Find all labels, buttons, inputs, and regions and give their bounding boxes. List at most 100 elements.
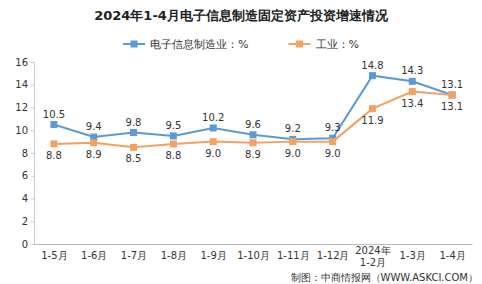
legend-item: 工业：%	[289, 38, 359, 51]
legend-marker	[296, 41, 303, 48]
legend-label: 电子信息制造业：%	[150, 38, 248, 51]
x-tick: 1-12月	[317, 250, 350, 261]
data-label: 9.0	[325, 148, 341, 159]
point	[289, 138, 296, 145]
x-tick: 1-5月	[41, 250, 67, 261]
y-tick-mark	[31, 176, 34, 177]
point	[50, 121, 57, 128]
x-axis-line	[35, 244, 473, 245]
data-label: 13.4	[401, 98, 423, 109]
data-label: 9.0	[285, 148, 301, 159]
title: 2024年1-4月电子信息制造固定资产投资增速情况	[94, 8, 389, 23]
y-tick-label: 6	[22, 170, 28, 181]
x-tick-label: 1-10月	[237, 250, 270, 261]
x-tick-label-line: 1-9月	[201, 250, 227, 261]
data-label: 9.2	[285, 123, 301, 134]
data-label: 8.9	[86, 149, 102, 160]
point	[329, 138, 336, 145]
y-tick-mark	[31, 130, 34, 131]
x-tick-label: 1-7月	[121, 250, 147, 261]
x-tick-label-line: 1-8月	[161, 250, 187, 261]
y-tick-mark	[31, 85, 34, 86]
x-tick: 1-7月	[121, 250, 147, 261]
x-tick: 1-3月	[400, 250, 426, 261]
y-tick-label: 16	[15, 57, 28, 68]
y-tick: 16	[15, 57, 34, 68]
data-label: 9.6	[245, 119, 261, 130]
y-tick-mark	[31, 153, 34, 154]
y-tick-label: 10	[15, 125, 28, 136]
data-label: 8.8	[165, 150, 181, 161]
point	[90, 139, 97, 146]
y-axis-line	[31, 63, 35, 245]
point	[409, 88, 416, 95]
point	[449, 91, 456, 98]
legend-label: 工业：%	[316, 38, 359, 51]
y-tick-label: 8	[22, 148, 28, 159]
x-tick-label-line: 1-7月	[121, 250, 147, 261]
point	[170, 132, 177, 139]
y-tick: 12	[15, 102, 34, 113]
y-tick-mark	[31, 244, 34, 245]
data-label: 10.5	[43, 109, 65, 120]
x-tick-label: 1-8月	[161, 250, 187, 261]
data-label: 9.0	[205, 148, 221, 159]
point	[210, 138, 217, 145]
x-tick-label: 1-3月	[400, 250, 426, 261]
plot-area	[50, 72, 455, 151]
x-tick-label-line: 1-2月	[360, 257, 386, 268]
y-tick-label: 0	[22, 239, 28, 250]
y-tick-label: 12	[15, 102, 28, 113]
data-label: 14.8	[361, 60, 383, 71]
y-tick: 2	[22, 216, 34, 227]
x-tick: 1-8月	[161, 250, 187, 261]
x-tick-label-line: 2024年	[355, 245, 390, 256]
data-label: 8.5	[126, 153, 142, 164]
x-tick: 1-6月	[81, 250, 107, 261]
data-label: 13.1	[441, 101, 463, 112]
annotation: 制图：中商情报网（WWW.ASKCI.COM）	[291, 272, 479, 283]
x-tick-label: 1-9月	[201, 250, 227, 261]
legend: 电子信息制造业：% 工业：%	[123, 38, 359, 51]
data-label: 8.8	[46, 150, 62, 161]
x-tick-label-line: 1-3月	[400, 250, 426, 261]
point	[130, 144, 137, 151]
point	[50, 140, 57, 147]
chart: 2024年1-4月电子信息制造固定资产投资增速情况 0 2 4 6 8 10 12 14 16 1-…	[0, 0, 482, 284]
y-tick: 6	[22, 170, 34, 181]
y-tick: 14	[15, 79, 34, 90]
data-label: 8.9	[245, 149, 261, 160]
point	[449, 91, 456, 98]
point	[210, 124, 217, 131]
legend-item: 电子信息制造业：%	[123, 38, 248, 51]
x-tick: 1-4月	[439, 250, 465, 261]
data-label: 11.9	[361, 115, 383, 126]
y-tick: 0	[22, 239, 34, 250]
y-tick-mark	[31, 221, 34, 222]
x-tick-label-line: 1-5月	[41, 250, 67, 261]
x-tick: 1-11月	[277, 250, 310, 261]
point	[369, 105, 376, 112]
series-line	[54, 76, 452, 140]
x-tick-label: 1-4月	[439, 250, 465, 261]
y-tick-mark	[31, 62, 34, 63]
x-tick-label-line: 1-12月	[317, 250, 350, 261]
data-label: 9.4	[86, 121, 102, 132]
data-label: 9.8	[126, 117, 142, 128]
x-tick: 1-10月	[237, 250, 270, 261]
x-axis: 1-5月 1-6月 1-7月 1-8月 1-9月 1-10月 1-11月 1-12月 2024年…	[35, 245, 473, 269]
y-tick-label: 4	[22, 193, 28, 204]
x-tick-label: 2024年1-2月	[355, 245, 390, 268]
data-labels: 10.59.49.89.510.29.69.29.314.814.313.18.…	[43, 60, 463, 165]
x-tick-label-line: 1-11月	[277, 250, 310, 261]
data-label: 9.3	[325, 122, 341, 133]
y-tick-label: 2	[22, 216, 28, 227]
y-axis: 0 2 4 6 8 10 12 14 16	[15, 57, 34, 250]
x-tick-label: 1-12月	[317, 250, 350, 261]
y-tick: 10	[15, 125, 34, 136]
x-tick: 2024年1-2月	[355, 245, 390, 268]
point	[369, 72, 376, 79]
x-tick-label: 1-11月	[277, 250, 310, 261]
x-tick: 1-9月	[201, 250, 227, 261]
y-tick: 8	[22, 148, 34, 159]
